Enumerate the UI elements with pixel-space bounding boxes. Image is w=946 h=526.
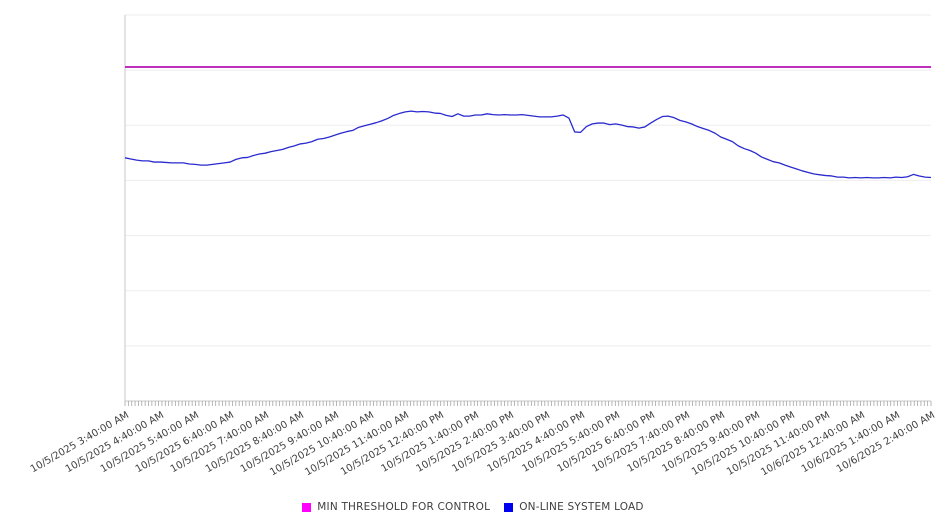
load-legend-marker-icon: [504, 502, 514, 512]
legend-label-threshold: MIN THRESHOLD FOR CONTROL: [317, 501, 491, 513]
threshold-legend-marker-icon: [302, 502, 312, 512]
legend: MIN THRESHOLD FOR CONTROL ON-LINE SYSTEM…: [0, 498, 946, 516]
legend-item-threshold[interactable]: MIN THRESHOLD FOR CONTROL: [302, 501, 490, 513]
legend-item-load[interactable]: ON-LINE SYSTEM LOAD: [504, 501, 644, 513]
legend-label-load: ON-LINE SYSTEM LOAD: [519, 501, 644, 513]
load-series-line: [124, 110, 932, 179]
